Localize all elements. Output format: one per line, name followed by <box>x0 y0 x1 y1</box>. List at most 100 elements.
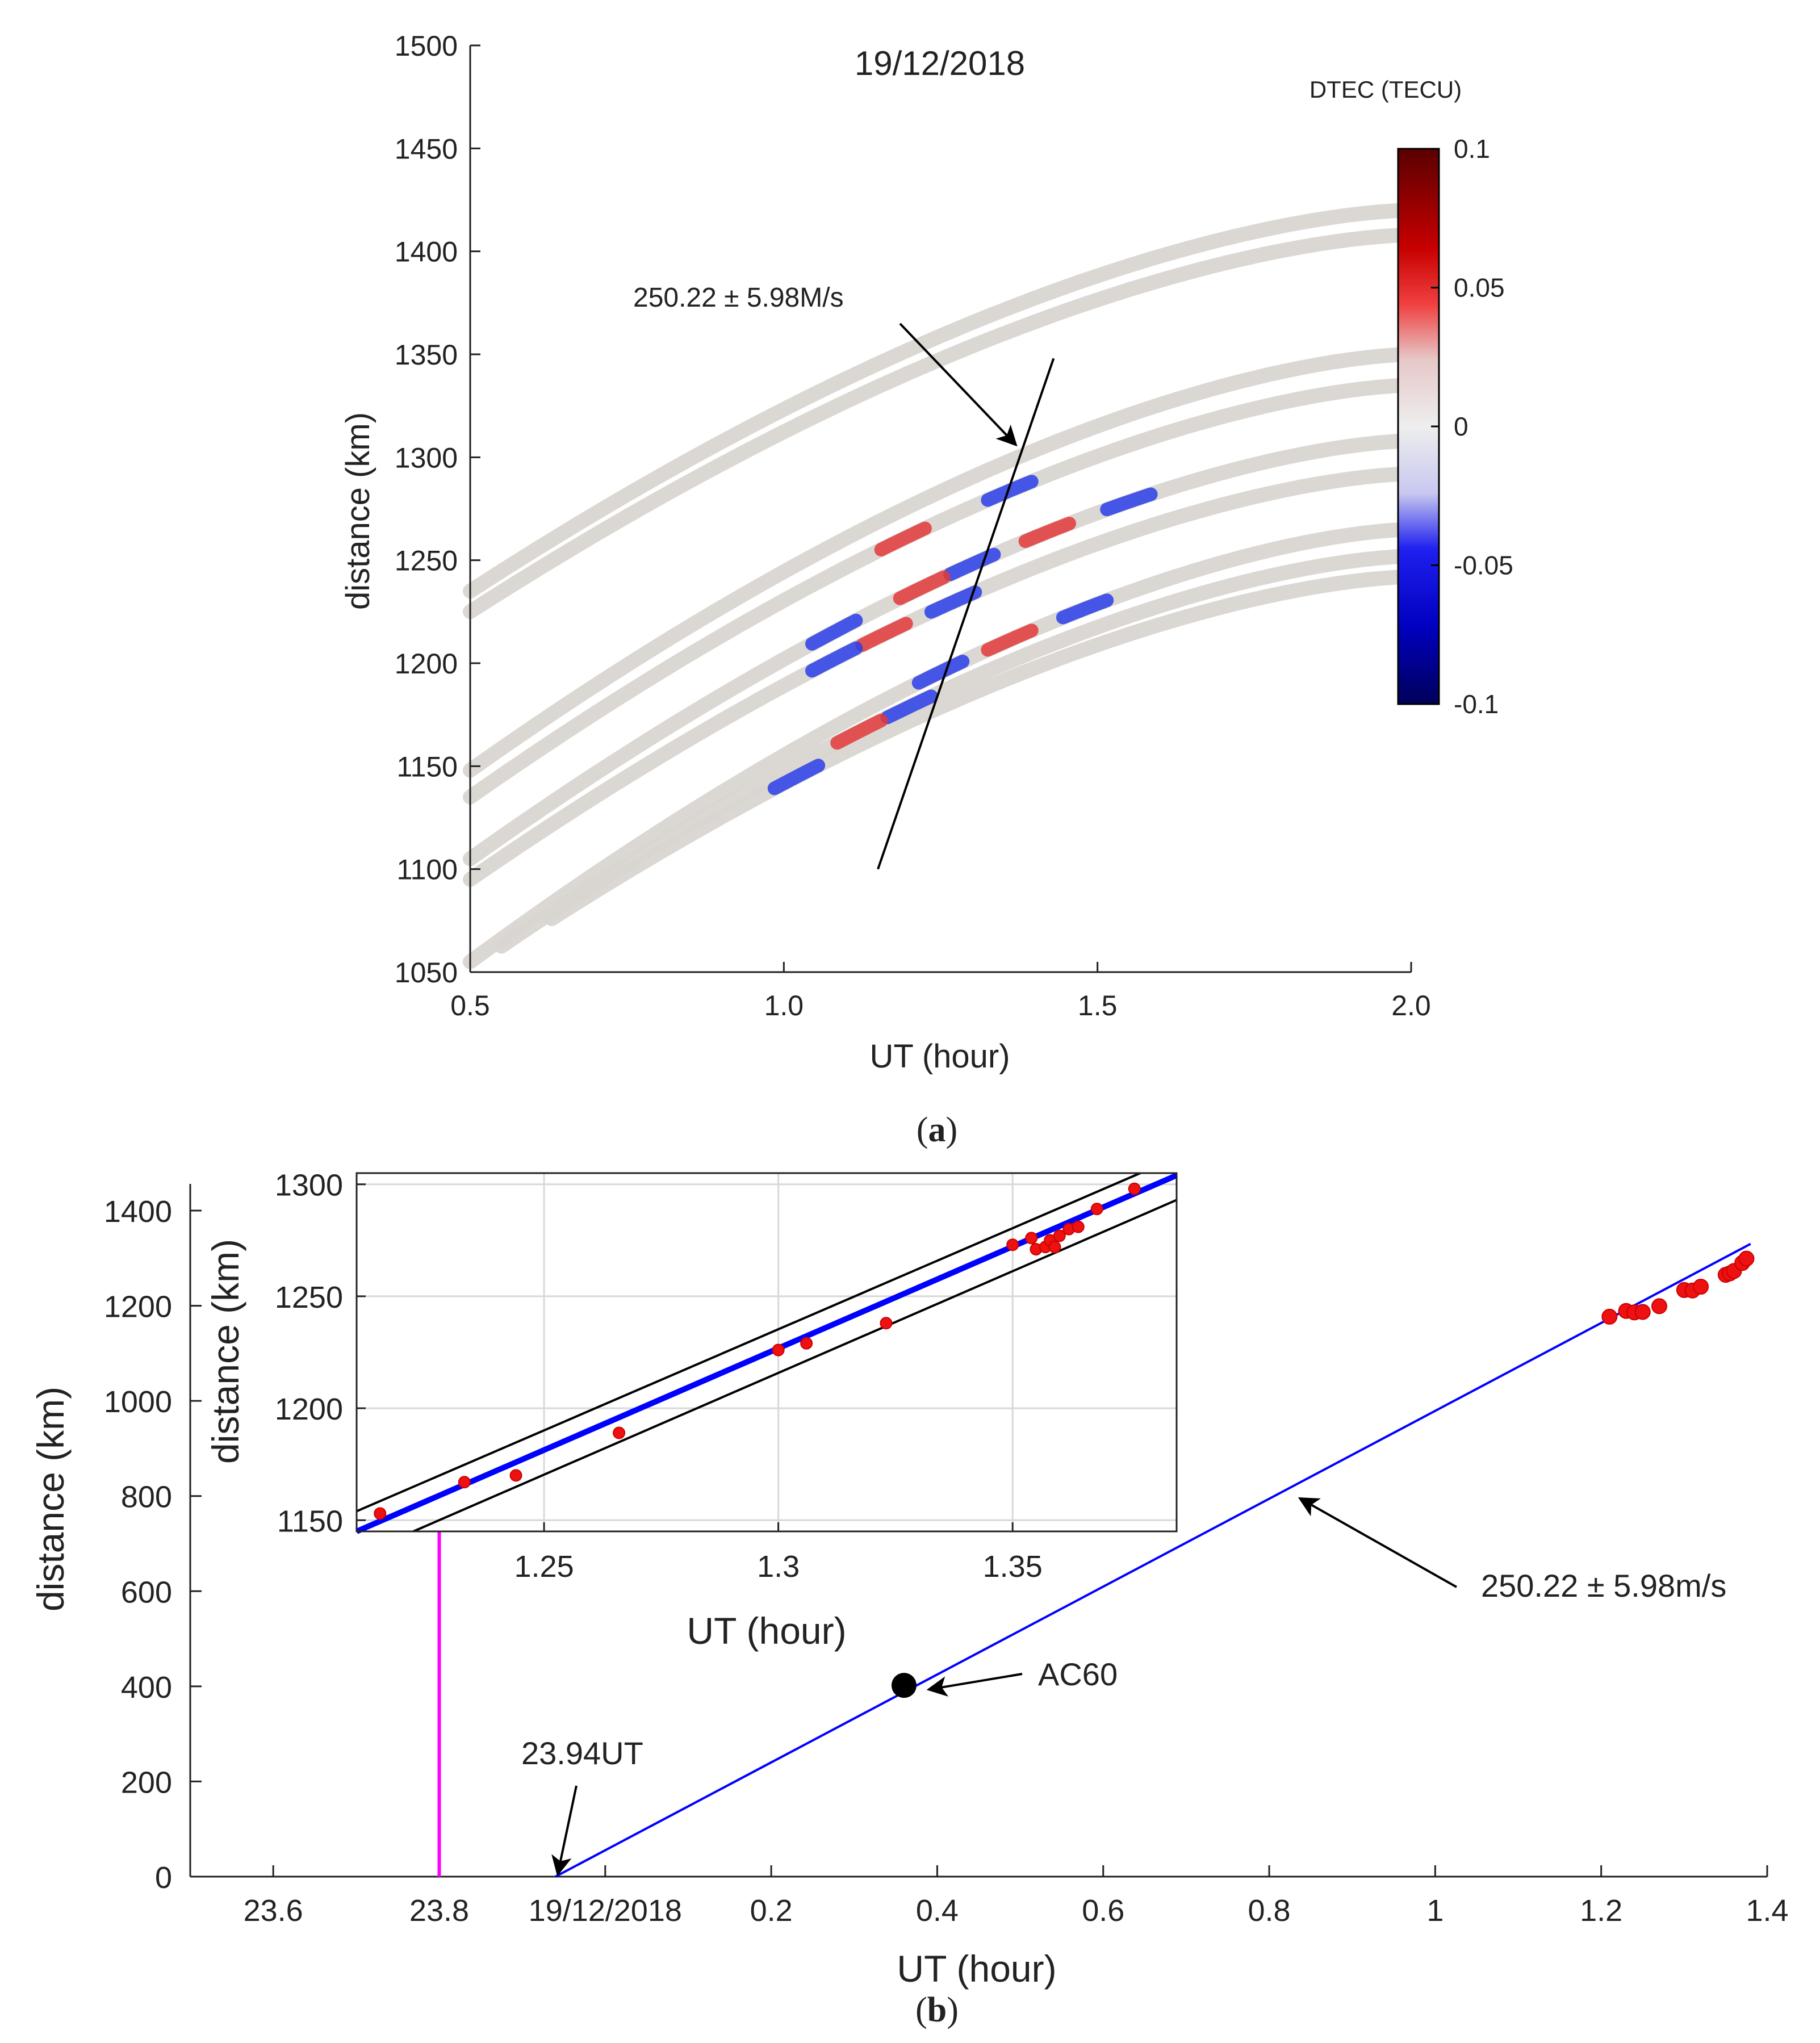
dtec-anomaly <box>1100 487 1158 517</box>
x-tick-label: 2.0 <box>1391 990 1431 1022</box>
propagation-fit-line <box>555 1242 1751 1878</box>
colorbar-tick-label: 0.05 <box>1454 273 1505 303</box>
inset-x-tick-label: 1.25 <box>514 1550 574 1584</box>
dtec-arc <box>463 347 1419 778</box>
inset-point <box>1128 1182 1141 1195</box>
panel-a-y-axis-label: distance (km) <box>340 412 376 610</box>
x-tick-label: 0.4 <box>916 1894 959 1928</box>
panel-b-annotations: 23.94UT AC60 250.22 ± 5.98m/s <box>521 1497 1726 1877</box>
inset-point <box>458 1476 471 1489</box>
dtec-anomaly <box>880 689 938 725</box>
dtec-anomaly <box>767 759 826 796</box>
caption-b: (b) <box>915 1991 959 2029</box>
colorbar-tick-label: 0 <box>1454 412 1468 441</box>
station-arrow <box>926 1673 1023 1697</box>
inset-lower-bound-line <box>413 1199 1177 1533</box>
dtec-arc <box>463 227 1419 619</box>
panel-b-y-axis-label: distance (km) <box>30 1387 72 1611</box>
detection-point <box>1651 1298 1667 1314</box>
detection-point <box>1738 1250 1755 1267</box>
y-tick-label: 800 <box>121 1480 172 1514</box>
y-tick-label: 400 <box>121 1671 172 1705</box>
inset-point <box>1053 1229 1066 1242</box>
inset-point <box>613 1426 626 1439</box>
detection-point <box>1693 1279 1709 1295</box>
onset-label: 23.94UT <box>521 1735 643 1771</box>
panel-a-heatmap: 1050 1100 1150 1200 1250 1300 1350 1400 1450 1500… <box>340 30 1513 1075</box>
inset-point <box>1072 1220 1085 1233</box>
inset-point <box>1090 1203 1103 1216</box>
inset-grid <box>357 1173 1177 1531</box>
dtec-anomalies <box>767 475 1158 796</box>
inset-point <box>1025 1232 1038 1245</box>
dtec-anomaly <box>1056 593 1114 625</box>
y-tick-label: 1150 <box>396 751 458 782</box>
velocity-arrow <box>1298 1497 1457 1588</box>
dtec-anomaly <box>805 613 863 651</box>
x-tick-label: 23.6 <box>244 1894 303 1928</box>
panel-b-axes: 0 200 400 600 800 1000 1200 1400 23.6 23.8 19/12/2… <box>104 1184 1789 1928</box>
x-tick-label: 0.2 <box>750 1894 793 1928</box>
x-tick-label: 0.5 <box>450 990 490 1022</box>
inset-frame <box>355 1172 1178 1533</box>
dtec-arc <box>544 569 1419 926</box>
dtec-anomaly <box>911 655 970 690</box>
detection-point <box>1634 1304 1651 1320</box>
y-tick-label: 1400 <box>395 236 458 268</box>
y-tick-label: 1100 <box>396 854 458 886</box>
inset-point <box>880 1317 893 1330</box>
dtec-anomaly <box>805 641 863 678</box>
inset-point <box>1006 1238 1019 1251</box>
dtec-anomaly <box>943 547 1001 581</box>
colorbar: DTEC (TECU) 0.1 0.05 0 -0.05 -0.1 <box>1309 76 1513 719</box>
inset-upper-bound-line <box>356 1172 1141 1513</box>
dtec-anomaly <box>893 570 951 605</box>
y-tick-label: 1350 <box>395 339 458 371</box>
x-tick-label: 23.8 <box>409 1894 469 1928</box>
x-tick-label: 1.4 <box>1746 1894 1788 1928</box>
colorbar-label: DTEC (TECU) <box>1309 76 1462 103</box>
x-tick-label: 1.0 <box>764 990 804 1022</box>
velocity-annotation: 250.22 ± 5.98M/s <box>633 283 1018 447</box>
panel-b-scatter: 0 200 400 600 800 1000 1200 1400 23.6 23.8 19/12/2… <box>30 1169 1789 1990</box>
x-tick-label: 1.5 <box>1078 990 1118 1022</box>
inset-y-tick-label: 1300 <box>275 1169 343 1203</box>
inset-plot: 1150 1200 1250 1300 1.25 1.3 1.35 UT (hour) di… <box>204 1169 1178 1652</box>
dtec-anomaly <box>830 714 888 750</box>
inset-x-tick-label: 1.35 <box>983 1550 1043 1584</box>
dtec-anomaly <box>981 623 1039 657</box>
y-tick-label: 1050 <box>395 957 458 989</box>
x-tick-label: 19/12/2018 <box>529 1894 682 1928</box>
dtec-arc <box>494 549 1419 954</box>
velocity-fit-line <box>877 358 1055 870</box>
y-tick-label: 200 <box>121 1765 172 1799</box>
x-tick-label: 1.2 <box>1580 1894 1622 1928</box>
inset-points <box>374 1182 1141 1520</box>
dtec-arc <box>463 203 1419 599</box>
dtec-anomaly <box>874 521 932 556</box>
inset-y-tick-label: 1150 <box>277 1504 343 1538</box>
caption-a: (a) <box>917 1111 957 1149</box>
panel-a-axes: 1050 1100 1150 1200 1250 1300 1350 1400 1450 1500… <box>395 30 1431 1022</box>
inset-point <box>772 1343 785 1357</box>
detection-points <box>1601 1250 1755 1325</box>
y-tick-label: 1400 <box>104 1195 172 1229</box>
colorbar-tick-label: -0.1 <box>1454 689 1499 719</box>
inset-x-tick-label: 1.3 <box>757 1550 800 1584</box>
y-tick-label: 1300 <box>395 442 458 474</box>
velocity-label: 250.22 ± 5.98M/s <box>633 283 844 313</box>
y-tick-label: 0 <box>155 1861 172 1895</box>
colorbar-ticks: 0.1 0.05 0 -0.05 -0.1 <box>1431 134 1513 719</box>
inset-point <box>800 1337 813 1350</box>
inset-y-axis-label: distance (km) <box>204 1239 246 1464</box>
detection-point <box>1601 1308 1618 1325</box>
dtec-arc <box>463 378 1419 805</box>
velocity-arrow <box>899 323 1018 447</box>
y-tick-label: 1200 <box>104 1290 172 1324</box>
x-tick-label: 1 <box>1426 1894 1444 1928</box>
colorbar-tick-label: 0.1 <box>1454 134 1490 164</box>
y-tick-label: 1500 <box>395 30 458 62</box>
y-tick-label: 1000 <box>104 1385 172 1419</box>
inset-x-axis-label: UT (hour) <box>687 1610 846 1652</box>
